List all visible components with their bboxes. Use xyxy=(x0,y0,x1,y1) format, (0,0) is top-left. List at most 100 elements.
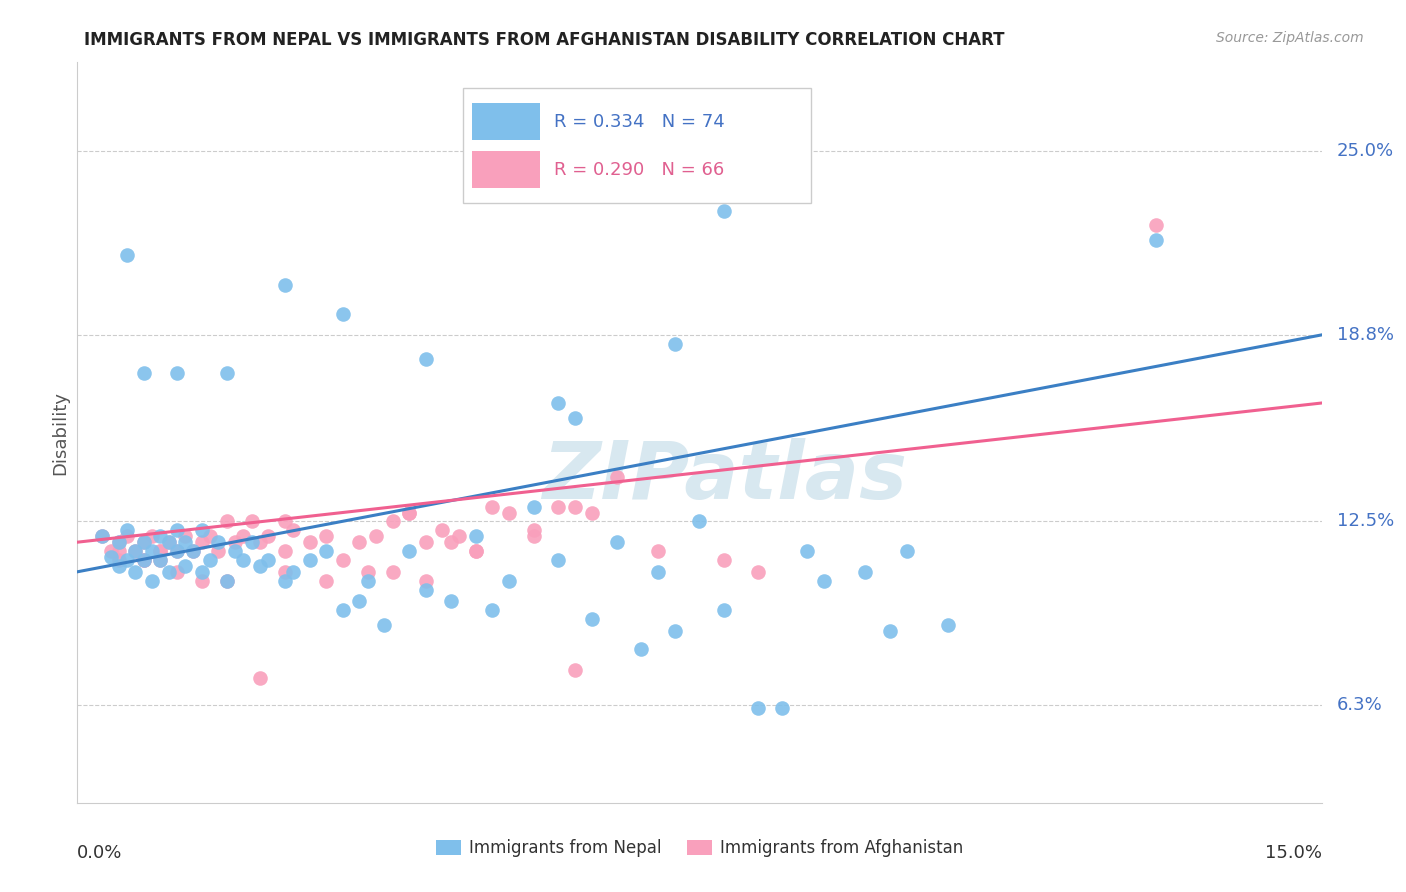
Point xyxy=(240,515,263,529)
Y-axis label: Disability: Disability xyxy=(51,391,69,475)
Point xyxy=(107,558,129,573)
Point xyxy=(415,351,437,366)
Point xyxy=(432,524,454,538)
Point xyxy=(198,553,221,567)
Point xyxy=(132,535,155,549)
Point xyxy=(166,524,188,538)
Point xyxy=(564,663,586,677)
Point xyxy=(398,506,420,520)
Point xyxy=(298,535,321,549)
Point xyxy=(332,553,354,567)
Point xyxy=(855,565,877,579)
Point xyxy=(124,544,146,558)
Point xyxy=(464,544,486,558)
Point xyxy=(564,410,586,425)
Point xyxy=(224,544,246,558)
Point xyxy=(183,544,205,558)
Legend: Immigrants from Nepal, Immigrants from Afghanistan: Immigrants from Nepal, Immigrants from A… xyxy=(436,839,963,857)
Point xyxy=(547,396,569,410)
Point xyxy=(498,506,520,520)
Point xyxy=(581,506,603,520)
Point xyxy=(183,544,205,558)
Point xyxy=(415,574,437,588)
Point xyxy=(273,544,295,558)
Point xyxy=(132,553,155,567)
Point xyxy=(439,594,461,608)
Point xyxy=(564,500,586,514)
Point xyxy=(1144,219,1167,233)
Text: 15.0%: 15.0% xyxy=(1264,844,1322,862)
Point xyxy=(107,553,129,567)
Point xyxy=(606,470,628,484)
Point xyxy=(357,565,380,579)
Point xyxy=(273,565,295,579)
Point xyxy=(281,524,304,538)
Point xyxy=(547,500,569,514)
Point xyxy=(174,529,197,543)
Point xyxy=(207,535,229,549)
FancyBboxPatch shape xyxy=(472,152,540,188)
Point xyxy=(481,603,503,617)
Point xyxy=(149,529,172,543)
Point xyxy=(381,565,404,579)
Point xyxy=(581,612,603,626)
Point xyxy=(415,535,437,549)
Point xyxy=(349,594,371,608)
Point xyxy=(332,307,354,321)
Point xyxy=(523,524,546,538)
Text: IMMIGRANTS FROM NEPAL VS IMMIGRANTS FROM AFGHANISTAN DISABILITY CORRELATION CHAR: IMMIGRANTS FROM NEPAL VS IMMIGRANTS FROM… xyxy=(84,31,1005,49)
Point xyxy=(124,565,146,579)
Text: ZIPatlas: ZIPatlas xyxy=(541,438,907,516)
Point xyxy=(498,574,520,588)
Text: R = 0.290   N = 66: R = 0.290 N = 66 xyxy=(554,161,724,178)
Point xyxy=(547,553,569,567)
Point xyxy=(315,574,337,588)
Point xyxy=(174,535,197,549)
Point xyxy=(166,544,188,558)
Point xyxy=(207,544,229,558)
Point xyxy=(813,574,835,588)
Point xyxy=(190,565,214,579)
Point xyxy=(198,529,221,543)
Point xyxy=(141,574,163,588)
Point xyxy=(232,553,254,567)
Point xyxy=(398,544,420,558)
Point xyxy=(381,515,404,529)
Point xyxy=(174,558,197,573)
Point xyxy=(249,672,271,686)
Point xyxy=(91,529,114,543)
Point xyxy=(91,529,114,543)
Point xyxy=(464,529,486,543)
Point xyxy=(132,535,155,549)
Point xyxy=(298,553,321,567)
Point xyxy=(523,500,546,514)
Point xyxy=(606,535,628,549)
Point xyxy=(689,515,711,529)
Point xyxy=(107,535,129,549)
Point xyxy=(713,603,735,617)
Text: Source: ZipAtlas.com: Source: ZipAtlas.com xyxy=(1216,31,1364,45)
Point xyxy=(772,701,794,715)
Point xyxy=(713,553,735,567)
Point xyxy=(166,565,188,579)
Point xyxy=(141,529,163,543)
Point xyxy=(664,624,686,638)
Point xyxy=(796,544,818,558)
Point xyxy=(107,535,129,549)
Point xyxy=(215,574,238,588)
Point xyxy=(215,367,238,381)
Point xyxy=(281,565,304,579)
Point xyxy=(273,574,295,588)
Point xyxy=(647,544,669,558)
Text: 12.5%: 12.5% xyxy=(1337,513,1393,531)
Point xyxy=(647,565,669,579)
Point xyxy=(249,558,271,573)
Text: 0.0%: 0.0% xyxy=(77,844,122,862)
Point xyxy=(100,544,122,558)
Point xyxy=(896,544,918,558)
Point xyxy=(332,603,354,617)
FancyBboxPatch shape xyxy=(472,103,540,140)
Text: 6.3%: 6.3% xyxy=(1337,696,1382,714)
Point xyxy=(357,574,380,588)
Point xyxy=(249,535,271,549)
